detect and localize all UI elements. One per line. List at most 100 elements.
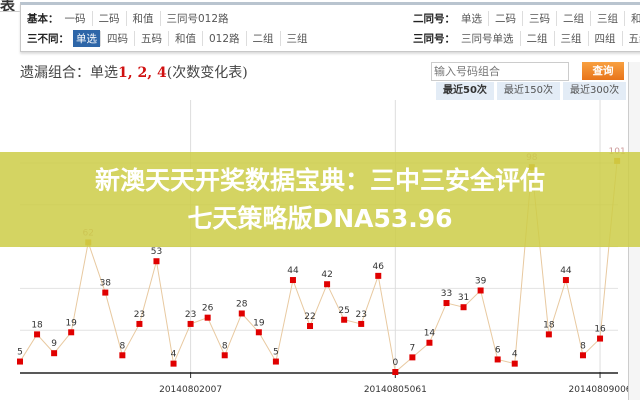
title-suffix: (次数变化表) xyxy=(166,65,248,81)
data-point xyxy=(494,356,501,363)
title-prefix: 遗漏组合：单选 xyxy=(20,65,118,81)
nav-item[interactable]: 和值 xyxy=(125,10,160,26)
range-tabs: 最近50次 最近150次 最近300次 xyxy=(436,82,627,100)
data-label: 9 xyxy=(51,339,57,349)
data-point xyxy=(119,352,126,359)
tab-recent-300[interactable]: 最近300次 xyxy=(563,82,627,100)
x-tick-label: 20140805061 xyxy=(364,385,427,395)
data-point xyxy=(102,289,109,296)
data-label: 18 xyxy=(31,320,43,330)
nav-item-selected[interactable]: 单选 xyxy=(73,29,100,47)
nav-item[interactable]: 三组 xyxy=(590,10,624,26)
nav-item[interactable]: 四码 xyxy=(100,30,134,46)
data-point xyxy=(341,316,348,323)
nav-item[interactable]: 二组 xyxy=(245,30,280,46)
data-label: 38 xyxy=(100,279,112,289)
data-point xyxy=(34,331,41,338)
nav-item[interactable]: 四组 xyxy=(587,30,622,46)
nav-row-three-same: 三同号： 三同号单选 二组 三组 四组 五组 xyxy=(413,29,640,47)
nav-item[interactable]: 二组 xyxy=(556,10,590,26)
data-label: 42 xyxy=(321,270,332,280)
data-point xyxy=(68,329,75,336)
data-point xyxy=(426,339,433,346)
data-label: 23 xyxy=(134,310,145,320)
data-label: 4 xyxy=(171,350,177,360)
nav-item[interactable]: 五组 xyxy=(621,30,640,46)
nav-item[interactable]: 二码 xyxy=(488,10,522,26)
data-point xyxy=(460,304,467,311)
nav-item[interactable]: 一码 xyxy=(64,12,86,25)
data-label: 5 xyxy=(17,348,23,358)
data-point xyxy=(392,369,399,375)
data-point xyxy=(307,323,314,330)
nav-item[interactable]: 三码 xyxy=(522,10,556,26)
nav-item[interactable]: 五码 xyxy=(134,30,168,46)
nav-label: 三不同： xyxy=(27,32,69,45)
banner-line-2: 七天策略版DNA53.96 xyxy=(187,204,453,233)
tab-recent-50[interactable]: 最近50次 xyxy=(436,82,494,100)
nav-label: 二同号： xyxy=(413,12,455,25)
data-point xyxy=(375,272,382,279)
data-label: 16 xyxy=(594,325,606,335)
omission-line-chart: 20140802007 20140805061 20140809006 5 18 9 19 6… xyxy=(17,100,628,395)
query-button[interactable]: 查询 xyxy=(582,62,624,80)
nav-item[interactable]: 三组 xyxy=(553,30,588,46)
data-label: 19 xyxy=(65,318,77,328)
data-point xyxy=(597,335,604,342)
nav-item[interactable]: 三同号012路 xyxy=(159,10,235,26)
data-point xyxy=(204,314,211,321)
data-point xyxy=(545,331,552,338)
series-line xyxy=(19,160,618,373)
data-label: 5 xyxy=(273,348,279,358)
tab-recent-150[interactable]: 最近150次 xyxy=(496,82,561,100)
data-point xyxy=(511,360,518,367)
x-tick-label: 20140802007 xyxy=(159,385,222,395)
nav-label: 三同号： xyxy=(413,32,455,45)
nav-row-two-same: 二同号： 单选 二码 三码 二组 三组 和值 xyxy=(413,9,640,27)
nav-item[interactable]: 012路 xyxy=(202,30,246,46)
lottery-nav: 基本： 一码 二码 和值 三同号012路 三不同： 单选 四码 五码 和值 01… xyxy=(20,2,640,52)
nav-item[interactable]: 二码 xyxy=(91,10,126,26)
overlay-banner: 新澳天天开奖数据宝典：三中三安全评估 七天策略版DNA53.96 xyxy=(0,152,640,247)
x-tick-label: 20140809006 xyxy=(569,385,628,395)
data-label: 8 xyxy=(119,341,125,351)
data-label: 23 xyxy=(355,310,366,320)
data-label: 22 xyxy=(304,312,315,322)
data-label: 26 xyxy=(202,304,214,314)
data-point xyxy=(324,281,331,288)
data-point xyxy=(477,287,484,294)
data-label: 33 xyxy=(441,289,452,299)
banner-line-1: 新澳天天开奖数据宝典：三中三安全评估 xyxy=(94,166,545,195)
nav-label: 基本： xyxy=(27,12,59,25)
nav-row-basic: 基本： 一码 二码 和值 三同号012路 xyxy=(27,9,235,27)
nav-item[interactable]: 和值 xyxy=(624,10,640,26)
tab-label[interactable]: 表 xyxy=(0,0,16,14)
data-point xyxy=(170,360,177,367)
nav-item[interactable]: 和值 xyxy=(168,30,202,46)
data-label: 7 xyxy=(410,343,416,353)
data-point xyxy=(272,358,279,365)
nav-item[interactable]: 三组 xyxy=(279,30,314,46)
data-label: 39 xyxy=(475,276,487,286)
data-label: 6 xyxy=(495,345,501,355)
title-numbers: 1, 2, 4 xyxy=(118,65,167,81)
data-label: 53 xyxy=(151,247,162,257)
data-label: 19 xyxy=(253,318,265,328)
data-point xyxy=(409,354,416,361)
data-point xyxy=(562,277,569,284)
data-label: 23 xyxy=(185,310,196,320)
data-point xyxy=(443,300,450,307)
data-point xyxy=(255,329,262,336)
data-label: 44 xyxy=(287,266,299,276)
number-combo-input[interactable] xyxy=(431,62,569,81)
data-point xyxy=(187,320,194,327)
data-point xyxy=(238,310,245,317)
data-point xyxy=(153,258,160,265)
nav-item[interactable]: 二组 xyxy=(519,30,554,46)
data-label: 25 xyxy=(338,306,349,316)
data-label: 14 xyxy=(424,329,436,339)
nav-item[interactable]: 三同号单选 xyxy=(461,32,514,45)
nav-item[interactable]: 单选 xyxy=(461,12,482,25)
data-label: 101 xyxy=(609,147,626,157)
data-point xyxy=(17,358,23,365)
